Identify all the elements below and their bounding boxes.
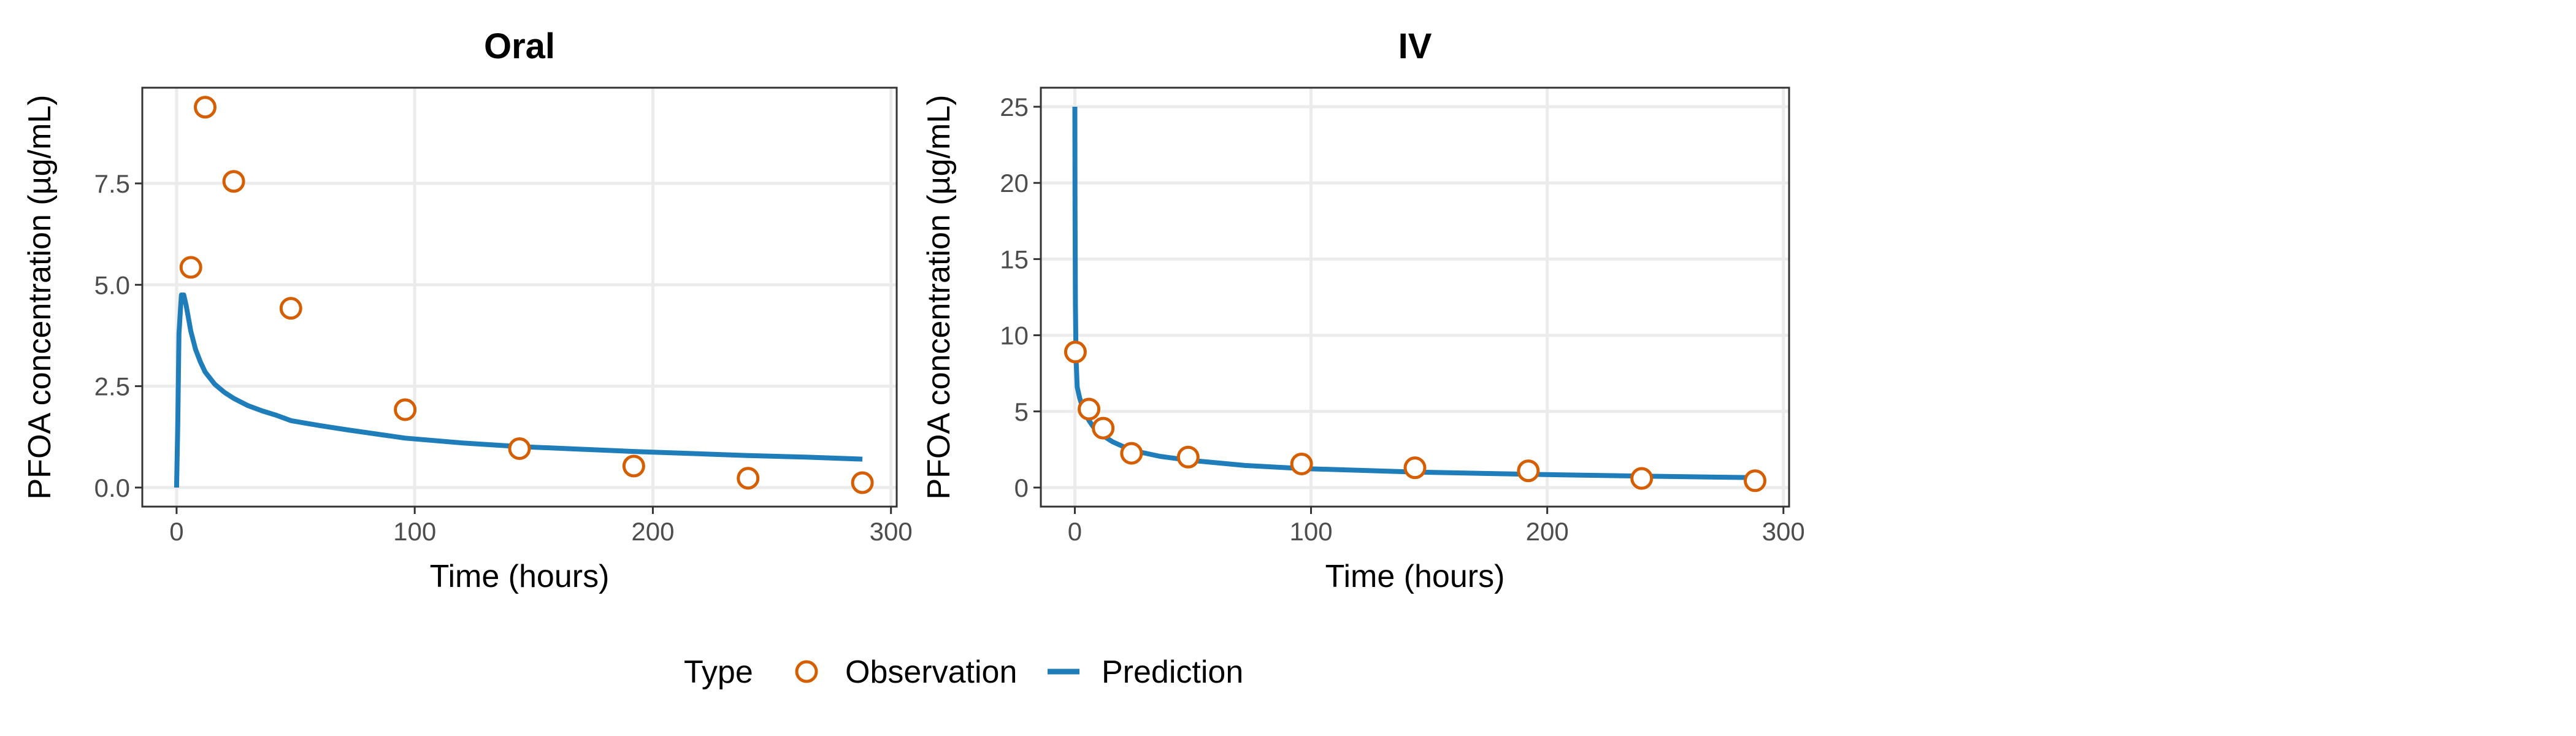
observation-point	[1517, 459, 1540, 483]
y-axis-label: PFOA concentration (µg/mL)	[921, 94, 957, 499]
observation-point	[1064, 340, 1087, 364]
y-tick-label: 20	[1000, 169, 1029, 197]
x-tick-label: 0	[169, 517, 183, 546]
chart-title: IV	[1398, 26, 1432, 66]
observation-point	[222, 170, 245, 193]
x-tick-label: 300	[870, 517, 913, 546]
y-axis-label: PFOA concentration (µg/mL)	[22, 94, 58, 499]
observation-point	[1078, 397, 1101, 421]
x-axis-label: Time (hours)	[430, 559, 610, 594]
observation-point	[1120, 442, 1143, 465]
x-tick-label: 100	[393, 517, 436, 546]
legend-prediction-label: Prediction	[1102, 654, 1243, 690]
observation-point	[1744, 469, 1767, 493]
legend-observation-key	[795, 660, 818, 683]
observation-point	[851, 471, 874, 494]
x-tick-label: 200	[631, 517, 674, 546]
observation-point	[1092, 416, 1115, 440]
observation-point	[622, 454, 645, 478]
x-tick-label: 100	[1290, 517, 1333, 546]
y-tick-label: 10	[1000, 321, 1029, 350]
observation-point	[508, 437, 531, 460]
y-tick-label: 5	[1014, 397, 1029, 426]
panel-iv: 0 100 200 300 0 5 10 15 20 25 IV Time (hours) PFOA c…	[921, 26, 1805, 594]
legend-observation-label: Observation	[845, 654, 1017, 690]
y-tick-label: 2.5	[94, 372, 130, 401]
y-tick-label: 0.0	[94, 473, 130, 502]
x-tick-label: 200	[1526, 517, 1569, 546]
prediction-line	[174, 292, 863, 488]
y-tick-label: 0	[1014, 473, 1029, 502]
legend-title: Type	[684, 654, 753, 690]
y-tick-label: 5.0	[94, 270, 130, 299]
observation-point	[1290, 452, 1313, 475]
legend: Type Observation Prediction	[684, 654, 1243, 690]
y-tick-label: 7.5	[94, 169, 130, 198]
observation-point	[1630, 467, 1654, 490]
observation-point	[394, 398, 417, 421]
panel-border	[1040, 86, 1790, 508]
observation-point	[194, 96, 217, 119]
observation-point	[1176, 445, 1200, 469]
y-tick-label: 25	[1000, 93, 1029, 121]
panel-oral: 0 100 200 300 0.0 2.5 5.0 7.5 Oral Time (hours) PF…	[22, 26, 913, 594]
observation-point	[279, 297, 302, 320]
x-tick-label: 0	[1068, 517, 1082, 546]
observation-point	[179, 256, 202, 279]
x-tick-label: 300	[1762, 517, 1805, 546]
observation-point	[1403, 456, 1427, 480]
chart-title: Oral	[484, 26, 555, 66]
panel-border	[141, 86, 898, 508]
x-axis-label: Time (hours)	[1325, 559, 1505, 594]
prediction-line	[1072, 106, 1755, 480]
observation-point	[737, 467, 760, 490]
y-tick-label: 15	[1000, 245, 1029, 274]
